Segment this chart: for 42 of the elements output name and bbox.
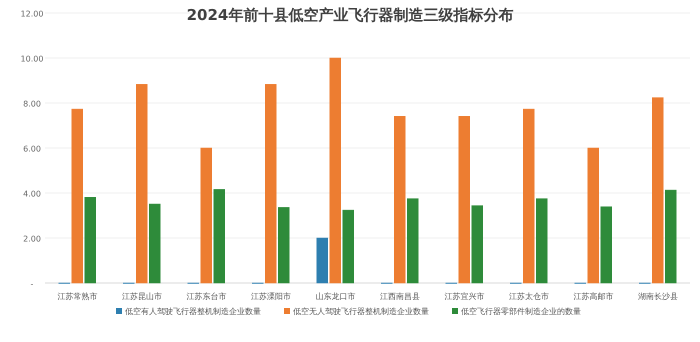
x-tick-label: 湖南长沙县: [638, 292, 678, 301]
x-tick-label: 江苏常熟市: [57, 292, 98, 301]
x-tick-label: 江苏宜兴市: [444, 292, 484, 301]
x-tick-label: 江苏昆山市: [122, 292, 162, 301]
x-tick-label: 江苏溧阳市: [250, 292, 291, 301]
bar: [330, 58, 341, 284]
bar: [342, 210, 354, 284]
bar: [407, 198, 418, 284]
bar: [136, 84, 148, 284]
legend-label: 低空飞行器零部件制造企业的数量: [461, 307, 581, 316]
bar: [72, 108, 83, 284]
bar: [200, 148, 212, 284]
y-tick-label: 6.00: [23, 144, 41, 154]
x-tick-label: 江苏东台市: [186, 292, 226, 301]
x-tick-label: 山东龙口市: [315, 292, 356, 301]
y-tick-label: -: [30, 280, 34, 288]
bar: [149, 204, 160, 284]
bar: [84, 197, 96, 284]
y-tick-label: 10.00: [20, 54, 44, 64]
bar: [665, 190, 676, 284]
y-tick-label: 8.00: [23, 100, 41, 108]
bar: [652, 97, 664, 284]
x-tick-label: 江苏高邮市: [573, 292, 614, 301]
bar: [472, 205, 483, 284]
bar: [278, 207, 290, 284]
bar: [600, 206, 612, 284]
bar: [214, 189, 225, 284]
chart-title: 2024年前十县低空产业飞行器制造三级指标分布: [186, 6, 514, 24]
y-tick-label: 4.00: [23, 190, 41, 198]
x-tick-label: 江苏太仓市: [508, 292, 549, 301]
y-tick-label: 12.00: [20, 10, 44, 18]
x-tick-label: 江西南昌县: [380, 292, 420, 301]
bar: [394, 116, 406, 284]
bar: [265, 84, 276, 284]
legend-label: 低空有人驾驶飞行器整机制造企业数量: [125, 307, 261, 316]
bar: [316, 238, 328, 284]
legend-label: 低空无人驾驶飞行器整机制造企业数量: [293, 307, 429, 316]
bar: [523, 108, 534, 284]
bar: [588, 148, 599, 284]
bar: [458, 116, 470, 284]
bar: [536, 198, 548, 284]
y-tick-label: 2.00: [23, 234, 41, 244]
